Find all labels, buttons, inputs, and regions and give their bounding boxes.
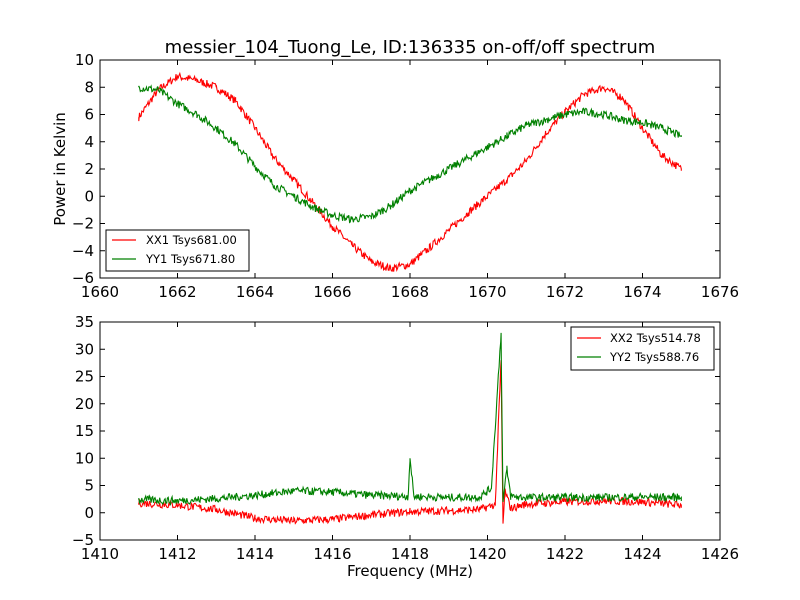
top-chart-y-axis-label: Power in Kelvin xyxy=(51,112,69,226)
top-y-tick-label: 6 xyxy=(84,106,94,124)
top-x-tick-label: 1666 xyxy=(313,283,351,301)
bottom-x-tick-label: 1418 xyxy=(391,545,429,563)
bottom-x-tick-label: 1420 xyxy=(468,545,506,563)
bottom-x-tick-label: 1422 xyxy=(546,545,584,563)
bottom-legend-box xyxy=(570,326,715,371)
top-x-tick-label: 1664 xyxy=(236,283,274,301)
top-x-tick-label: 1676 xyxy=(701,283,739,301)
bottom-legend-yy2-label: YY2 Tsys588.76 xyxy=(609,350,699,364)
top-y-tick-label: 10 xyxy=(75,51,94,69)
bottom-x-tick-label: 1410 xyxy=(81,545,119,563)
top-y-tick-label: −2 xyxy=(72,215,94,233)
top-legend-xx1-label: XX1 Tsys681.00 xyxy=(146,233,237,247)
top-x-tick-label: 1668 xyxy=(391,283,429,301)
top-y-tick-label: 8 xyxy=(84,78,94,96)
bottom-x-tick-label: 1424 xyxy=(623,545,661,563)
top-y-tick-label: −6 xyxy=(72,269,94,287)
bottom-x-tick-label: 1412 xyxy=(158,545,196,563)
top-x-tick-label: 1670 xyxy=(468,283,506,301)
bottom-chart-x-axis-label: Frequency (MHz) xyxy=(347,562,473,580)
top-series-yy1-line xyxy=(138,84,682,224)
bottom-x-tick-label: 1416 xyxy=(313,545,351,563)
top-y-tick-label: −4 xyxy=(72,242,94,260)
top-chart-legend: XX1 Tsys681.00 YY1 Tsys671.80 xyxy=(105,229,250,272)
bottom-chart-plot: 1410 1412 1414 1416 1418 1420 1422 1424 1426 −5 0 5… xyxy=(72,313,739,563)
bottom-y-tick-label: 10 xyxy=(75,449,94,467)
top-legend-yy1-label: YY1 Tsys671.80 xyxy=(145,252,235,266)
top-x-tick-label: 1662 xyxy=(158,283,196,301)
bottom-x-tick-label: 1414 xyxy=(236,545,274,563)
top-series-xx1-line xyxy=(138,71,682,273)
bottom-chart-legend: XX2 Tsys514.78 YY2 Tsys588.76 xyxy=(570,326,715,371)
top-chart-plot: 1660 1662 1664 1666 1668 1670 1672 1674 1676 −6 −4… xyxy=(72,51,739,301)
top-x-tick-label: 1672 xyxy=(546,283,584,301)
bottom-series-yy2-line xyxy=(138,332,682,507)
top-y-tick-label: 2 xyxy=(84,160,94,178)
bottom-legend-xx2-label: XX2 Tsys514.78 xyxy=(610,331,701,345)
top-chart-title: messier_104_Tuong_Le, ID:136335 on-off/o… xyxy=(165,37,656,58)
bottom-y-tick-label: 35 xyxy=(75,313,94,331)
bottom-y-tick-label: 25 xyxy=(75,368,94,386)
bottom-y-tick-label: −5 xyxy=(72,531,94,549)
top-y-tick-label: 4 xyxy=(84,133,94,151)
top-x-tick-label: 1674 xyxy=(623,283,661,301)
top-legend-box xyxy=(105,229,250,272)
bottom-y-tick-label: 20 xyxy=(75,395,94,413)
bottom-y-tick-label: 15 xyxy=(75,422,94,440)
bottom-x-tick-label: 1426 xyxy=(701,545,739,563)
bottom-y-tick-label: 30 xyxy=(75,340,94,358)
top-x-tick-label: 1660 xyxy=(81,283,119,301)
top-y-tick-label: 0 xyxy=(84,187,94,205)
bottom-y-tick-label: 5 xyxy=(84,477,94,495)
bottom-series-xx2-line xyxy=(138,360,682,525)
bottom-y-tick-label: 0 xyxy=(84,504,94,522)
